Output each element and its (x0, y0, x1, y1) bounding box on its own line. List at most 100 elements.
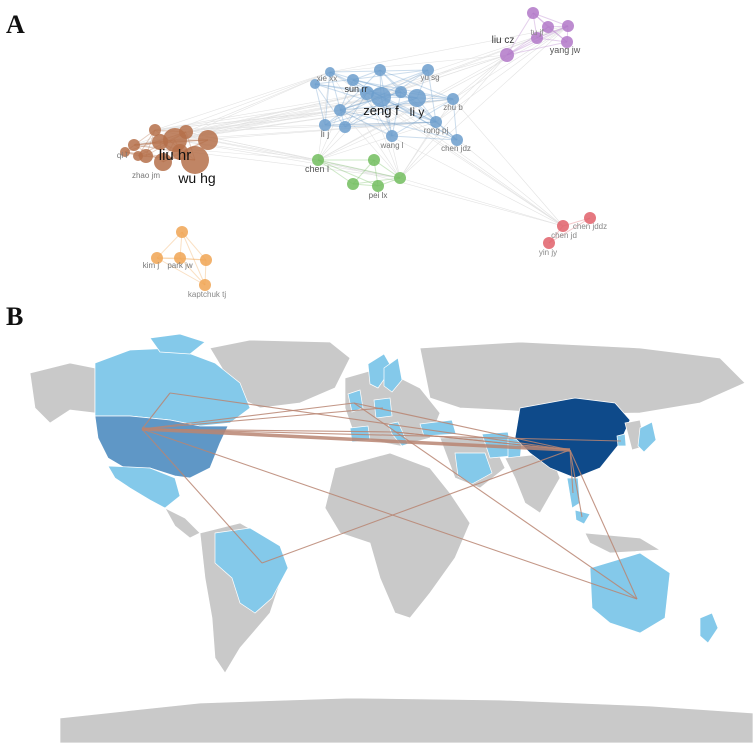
network-node-red (543, 237, 555, 249)
network-node-orange (200, 254, 212, 266)
network-node-blue (360, 86, 374, 100)
network-edge (452, 54, 508, 100)
network-node-brown (128, 139, 140, 151)
network-labels: liu hr wu hg qi l zhao jm zeng f li y sun rr yu… (117, 28, 607, 299)
author-label-yang_jw: yang jw (550, 45, 581, 55)
network-node-purple (531, 32, 543, 44)
country-antarctica (59, 697, 753, 743)
network-edge (435, 54, 508, 123)
author-label-qi_l: qi l (117, 151, 127, 160)
network-edge-blue (314, 83, 326, 126)
network-edge-blue (452, 98, 458, 141)
map-links (141, 392, 638, 600)
network-edge-orange (181, 231, 206, 286)
country-malaysia (574, 509, 591, 525)
network-node-blue (371, 87, 391, 107)
network-node-green (347, 178, 359, 190)
network-node-blue (447, 93, 459, 105)
map-link-5 (141, 428, 263, 564)
network-edge (317, 71, 331, 161)
author-label-zhao_jm: zhao jm (132, 171, 160, 180)
network-nodes (120, 7, 596, 291)
network-edge-blue (314, 83, 346, 128)
network-edge-blue (427, 69, 437, 123)
network-edge-purple (506, 41, 568, 56)
network-node-brown (154, 153, 172, 171)
network-edge (317, 109, 341, 161)
network-node-purple (561, 36, 573, 48)
country-indonesia (584, 532, 662, 554)
country-australia (589, 552, 671, 634)
network-node-brown (179, 125, 193, 139)
network-node-blue (430, 116, 442, 128)
network-edge-orange (181, 231, 207, 261)
network-node-brown (198, 130, 218, 150)
author-label-xie_xx: xie xx (317, 74, 337, 83)
network-edge-blue (339, 109, 458, 141)
panel-label-b: B (6, 302, 24, 331)
network-node-purple (542, 21, 554, 33)
network-edge-blue (379, 69, 454, 100)
author-label-wu_hg: wu hg (177, 170, 215, 186)
network-node-green (312, 154, 324, 166)
author-label-yu_sg: yu sg (420, 73, 439, 82)
network-edge (317, 54, 508, 161)
map-link-13 (569, 449, 574, 494)
network-edge-purple (532, 12, 569, 27)
network-edge-orange (156, 231, 183, 259)
network-edge (329, 54, 508, 73)
network-edge (154, 96, 382, 131)
map-link-11 (353, 402, 571, 451)
map-link-2 (141, 407, 384, 430)
author-label-tu_jf: tu jf (531, 28, 545, 37)
author-label-liu_cz: liu cz (492, 35, 515, 46)
country-canada (149, 333, 206, 355)
author-label-li_y: li y (410, 105, 425, 119)
network-node-blue (422, 64, 434, 76)
network-edge (380, 96, 564, 227)
network-edge-blue (344, 121, 437, 128)
network-edge (339, 54, 508, 111)
network-node-blue (395, 86, 407, 98)
network-edge-blue (314, 69, 429, 85)
network-node-brown (133, 151, 143, 161)
country-central-america (164, 507, 201, 539)
country-sweden (383, 357, 403, 393)
map-link-8 (141, 392, 171, 430)
author-label-yin_jy: yin jy (539, 248, 557, 257)
author-label-chen_jd: chen jd (551, 231, 577, 240)
network-node-green (368, 154, 380, 166)
network-edge-blue (339, 98, 454, 111)
network-node-blue (451, 134, 463, 146)
network-node-brown (139, 149, 153, 163)
network-edge (174, 121, 437, 141)
network-node-blue (374, 64, 386, 76)
author-label-kaptchuk_tj: kaptchuk tj (188, 290, 226, 299)
country-russia (419, 341, 746, 415)
country-south-korea (616, 433, 627, 447)
author-label-sun_rr: sun rr (344, 84, 367, 94)
map-land (29, 333, 753, 743)
network-node-green (372, 180, 384, 192)
author-label-chen_jddz: chen jddz (573, 222, 607, 231)
network-edge-blue (380, 96, 458, 141)
network-edge-blue (391, 98, 454, 137)
network-node-red (584, 212, 596, 224)
country-new-zealand (699, 612, 719, 644)
network-edge-blue (339, 69, 381, 111)
network-edge-blue (352, 79, 402, 93)
author-label-li_j: li j (321, 129, 330, 139)
map-link-4 (141, 428, 638, 600)
network-edge (154, 121, 437, 131)
network-edge (154, 71, 331, 131)
network-edge-blue (329, 71, 346, 128)
network-edge (366, 92, 564, 227)
network-edge-blue (324, 92, 368, 126)
author-label-pei_lx: pei lx (369, 191, 388, 200)
author-label-rong_pj: rong pj (424, 126, 449, 135)
author-label-wang_l: wang l (379, 141, 403, 150)
map-link-1 (141, 402, 355, 430)
network-edge (366, 54, 508, 94)
network-edge-blue (339, 91, 402, 111)
author-label-park_jw: park jw (167, 261, 193, 270)
